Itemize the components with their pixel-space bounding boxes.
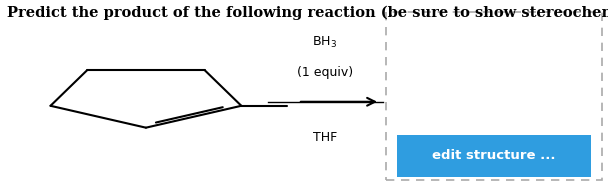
Text: THF: THF	[313, 131, 337, 144]
Text: BH$_3$: BH$_3$	[311, 35, 337, 50]
Text: edit structure ...: edit structure ...	[432, 149, 556, 162]
Text: Predict the product of the following reaction (be sure to show stereochemistry).: Predict the product of the following rea…	[7, 6, 608, 20]
Bar	[386, 12, 602, 180]
Text: (1 equiv): (1 equiv)	[297, 66, 353, 79]
FancyBboxPatch shape	[397, 135, 591, 177]
